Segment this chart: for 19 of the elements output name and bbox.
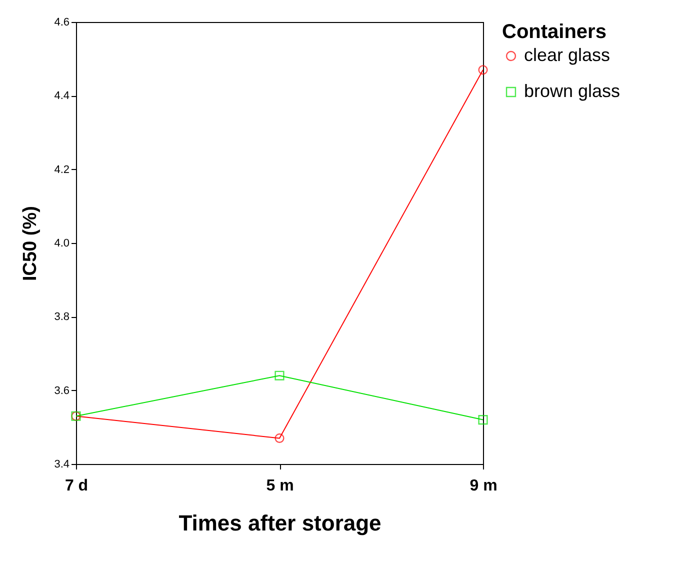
x-tick-label: 9 m — [470, 478, 498, 494]
point — [274, 370, 284, 380]
x-tick-label: 5 m — [266, 478, 294, 494]
point — [478, 65, 488, 75]
y-axis-title: IC50 (%) — [20, 206, 42, 281]
y-tick-label: 3.4 — [54, 458, 70, 470]
legend-label: brown glass — [524, 81, 620, 101]
y-tick-label: 4.4 — [54, 90, 70, 102]
x-axis-title: Times after storage — [178, 510, 382, 536]
legend-title: Containers — [502, 21, 606, 43]
y-tick-label: 3.8 — [54, 311, 70, 324]
point — [478, 415, 488, 425]
y-tick-label: 3.6 — [54, 384, 70, 397]
point — [274, 433, 284, 443]
y-tick-label: 4.6 — [54, 16, 70, 28]
y-tick-label: 4.0 — [54, 238, 70, 250]
legend-label: clear glass — [524, 45, 610, 65]
x-tick-label: 7 d — [64, 478, 88, 494]
y-tick-label: 4.2 — [54, 164, 70, 176]
